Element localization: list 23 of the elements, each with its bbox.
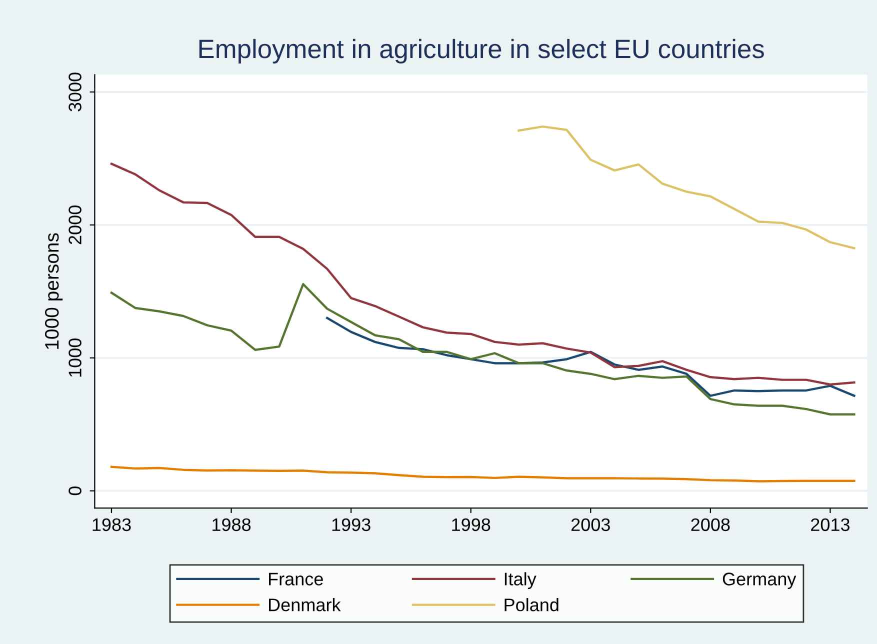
x-tick-label: 2003 — [571, 518, 610, 532]
line-series — [110, 282, 856, 416]
line-series — [110, 162, 856, 386]
legend-label: Germany — [722, 572, 796, 590]
y-tick-label: 1000 — [68, 338, 82, 377]
x-tick-label: 1988 — [212, 518, 251, 532]
line-series — [326, 316, 856, 397]
legend-label: France — [269, 572, 323, 586]
line-series — [518, 125, 856, 250]
x-tick-label: 1998 — [452, 518, 490, 532]
y-tick-label: 2000 — [68, 206, 82, 244]
x-tick-label: 2008 — [691, 518, 730, 532]
legend-label: Poland — [504, 598, 558, 612]
legend-label: Denmark — [269, 598, 341, 612]
line-series — [110, 466, 856, 482]
x-tick-label: 1983 — [92, 518, 131, 532]
y-axis-title: 1000 persons — [44, 233, 63, 349]
legend-label: Italy — [504, 572, 536, 590]
x-tick-label: 2013 — [811, 518, 850, 532]
x-tick-label: 1993 — [332, 518, 370, 532]
chart-title: Employment in agriculture in select EU countries — [199, 38, 764, 64]
y-tick-label: 3000 — [68, 72, 82, 112]
y-tick-label: 0 — [68, 486, 82, 496]
